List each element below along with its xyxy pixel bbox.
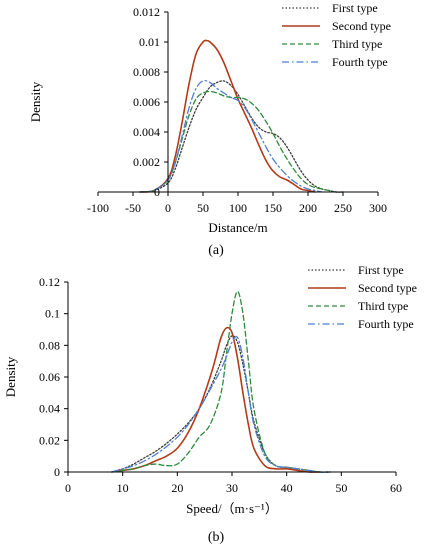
x-tick-label: 200: [299, 201, 317, 215]
y-tick-label: 0: [54, 465, 60, 479]
y-ticks-b: 0 0.02 0.04 0.06 0.08 0.1 0.12: [39, 275, 68, 479]
x-tick-label: 100: [229, 201, 247, 215]
x-tick-label: 20: [171, 481, 183, 495]
x-axis-title-b: Speed/（m·s⁻¹）: [186, 501, 278, 516]
panel-caption-a: (a): [208, 243, 224, 258]
y-tick-label: 0.12: [39, 275, 60, 289]
series-line-2: [110, 326, 321, 473]
series-line-2: [139, 39, 316, 193]
legend-b: First type Second type Third type Fourth ty…: [308, 263, 417, 331]
x-tick-label: 50: [335, 481, 347, 495]
axes-a: -100 -50 0 50 100 150 200 250 300 0 0.002 0.004 0.0…: [87, 5, 387, 215]
x-ticks-b: 0 10 20 30 40 50 60: [65, 472, 402, 495]
x-tick-label: 0: [65, 481, 71, 495]
series-line-1: [111, 335, 332, 473]
legend-label-1: First type: [358, 263, 404, 277]
y-axis-title-b: Density: [3, 356, 18, 397]
x-tick-label: 250: [334, 201, 352, 215]
legend-a: First type Second type Third type Fourth ty…: [282, 1, 391, 69]
legend-label-4: Fourth type: [332, 55, 388, 69]
x-tick-label: 40: [281, 481, 293, 495]
chart-panel-b: 0 10 20 30 40 50 60 0 0.02 0.04 0.06 0.08 0.1 0.12 S…: [3, 263, 417, 545]
legend-label-3: Third type: [358, 299, 408, 313]
panel-caption-b: (b): [208, 530, 225, 545]
x-axis-title-a: Distance/m: [208, 220, 267, 235]
y-ticks-a: 0 0.002 0.004 0.006 0.008 0.01 0.012: [133, 5, 168, 199]
chart-panel-a: -100 -50 0 50 100 150 200 250 300 0 0.002 0.004 0.0…: [28, 1, 391, 258]
legend-label-2: Second type: [358, 281, 417, 295]
y-tick-label: 0: [154, 185, 160, 199]
y-tick-label: 0.01: [139, 35, 160, 49]
y-tick-label: 0.006: [133, 95, 160, 109]
axes-b: 0 10 20 30 40 50 60 0 0.02 0.04 0.06 0.08 0.1 0.12: [39, 275, 402, 495]
plot-area-a: [139, 39, 344, 193]
x-tick-label: -50: [125, 201, 141, 215]
y-axis-title-a: Density: [28, 81, 43, 122]
y-tick-label: 0.004: [133, 125, 160, 139]
legend-label-3: Third type: [332, 37, 382, 51]
x-tick-label: 50: [197, 201, 209, 215]
y-tick-label: 0.012: [133, 5, 160, 19]
legend-label-2: Second type: [332, 19, 391, 33]
series-line-4: [139, 79, 323, 193]
x-tick-label: 60: [390, 481, 402, 495]
y-tick-label: 0.08: [39, 338, 60, 352]
x-tick-label: 300: [369, 201, 387, 215]
series-line-1: [139, 80, 344, 193]
y-tick-label: 0.002: [133, 155, 160, 169]
x-tick-label: -100: [87, 201, 109, 215]
x-tick-label: 150: [264, 201, 282, 215]
series-line-4: [111, 335, 332, 473]
x-tick-label: 0: [165, 201, 171, 215]
series-line-3: [111, 290, 332, 473]
y-tick-label: 0.1: [45, 307, 60, 321]
x-tick-label: 10: [117, 481, 129, 495]
x-tick-label: 30: [226, 481, 238, 495]
legend-label-1: First type: [332, 1, 378, 15]
y-tick-label: 0.008: [133, 65, 160, 79]
y-tick-label: 0.02: [39, 433, 60, 447]
plot-area-b: [110, 290, 332, 473]
legend-label-4: Fourth type: [358, 317, 414, 331]
y-tick-label: 0.04: [39, 402, 60, 416]
x-ticks-a: -100 -50 0 50 100 150 200 250 300: [87, 192, 387, 215]
y-tick-label: 0.06: [39, 370, 60, 384]
series-line-3: [139, 90, 344, 193]
